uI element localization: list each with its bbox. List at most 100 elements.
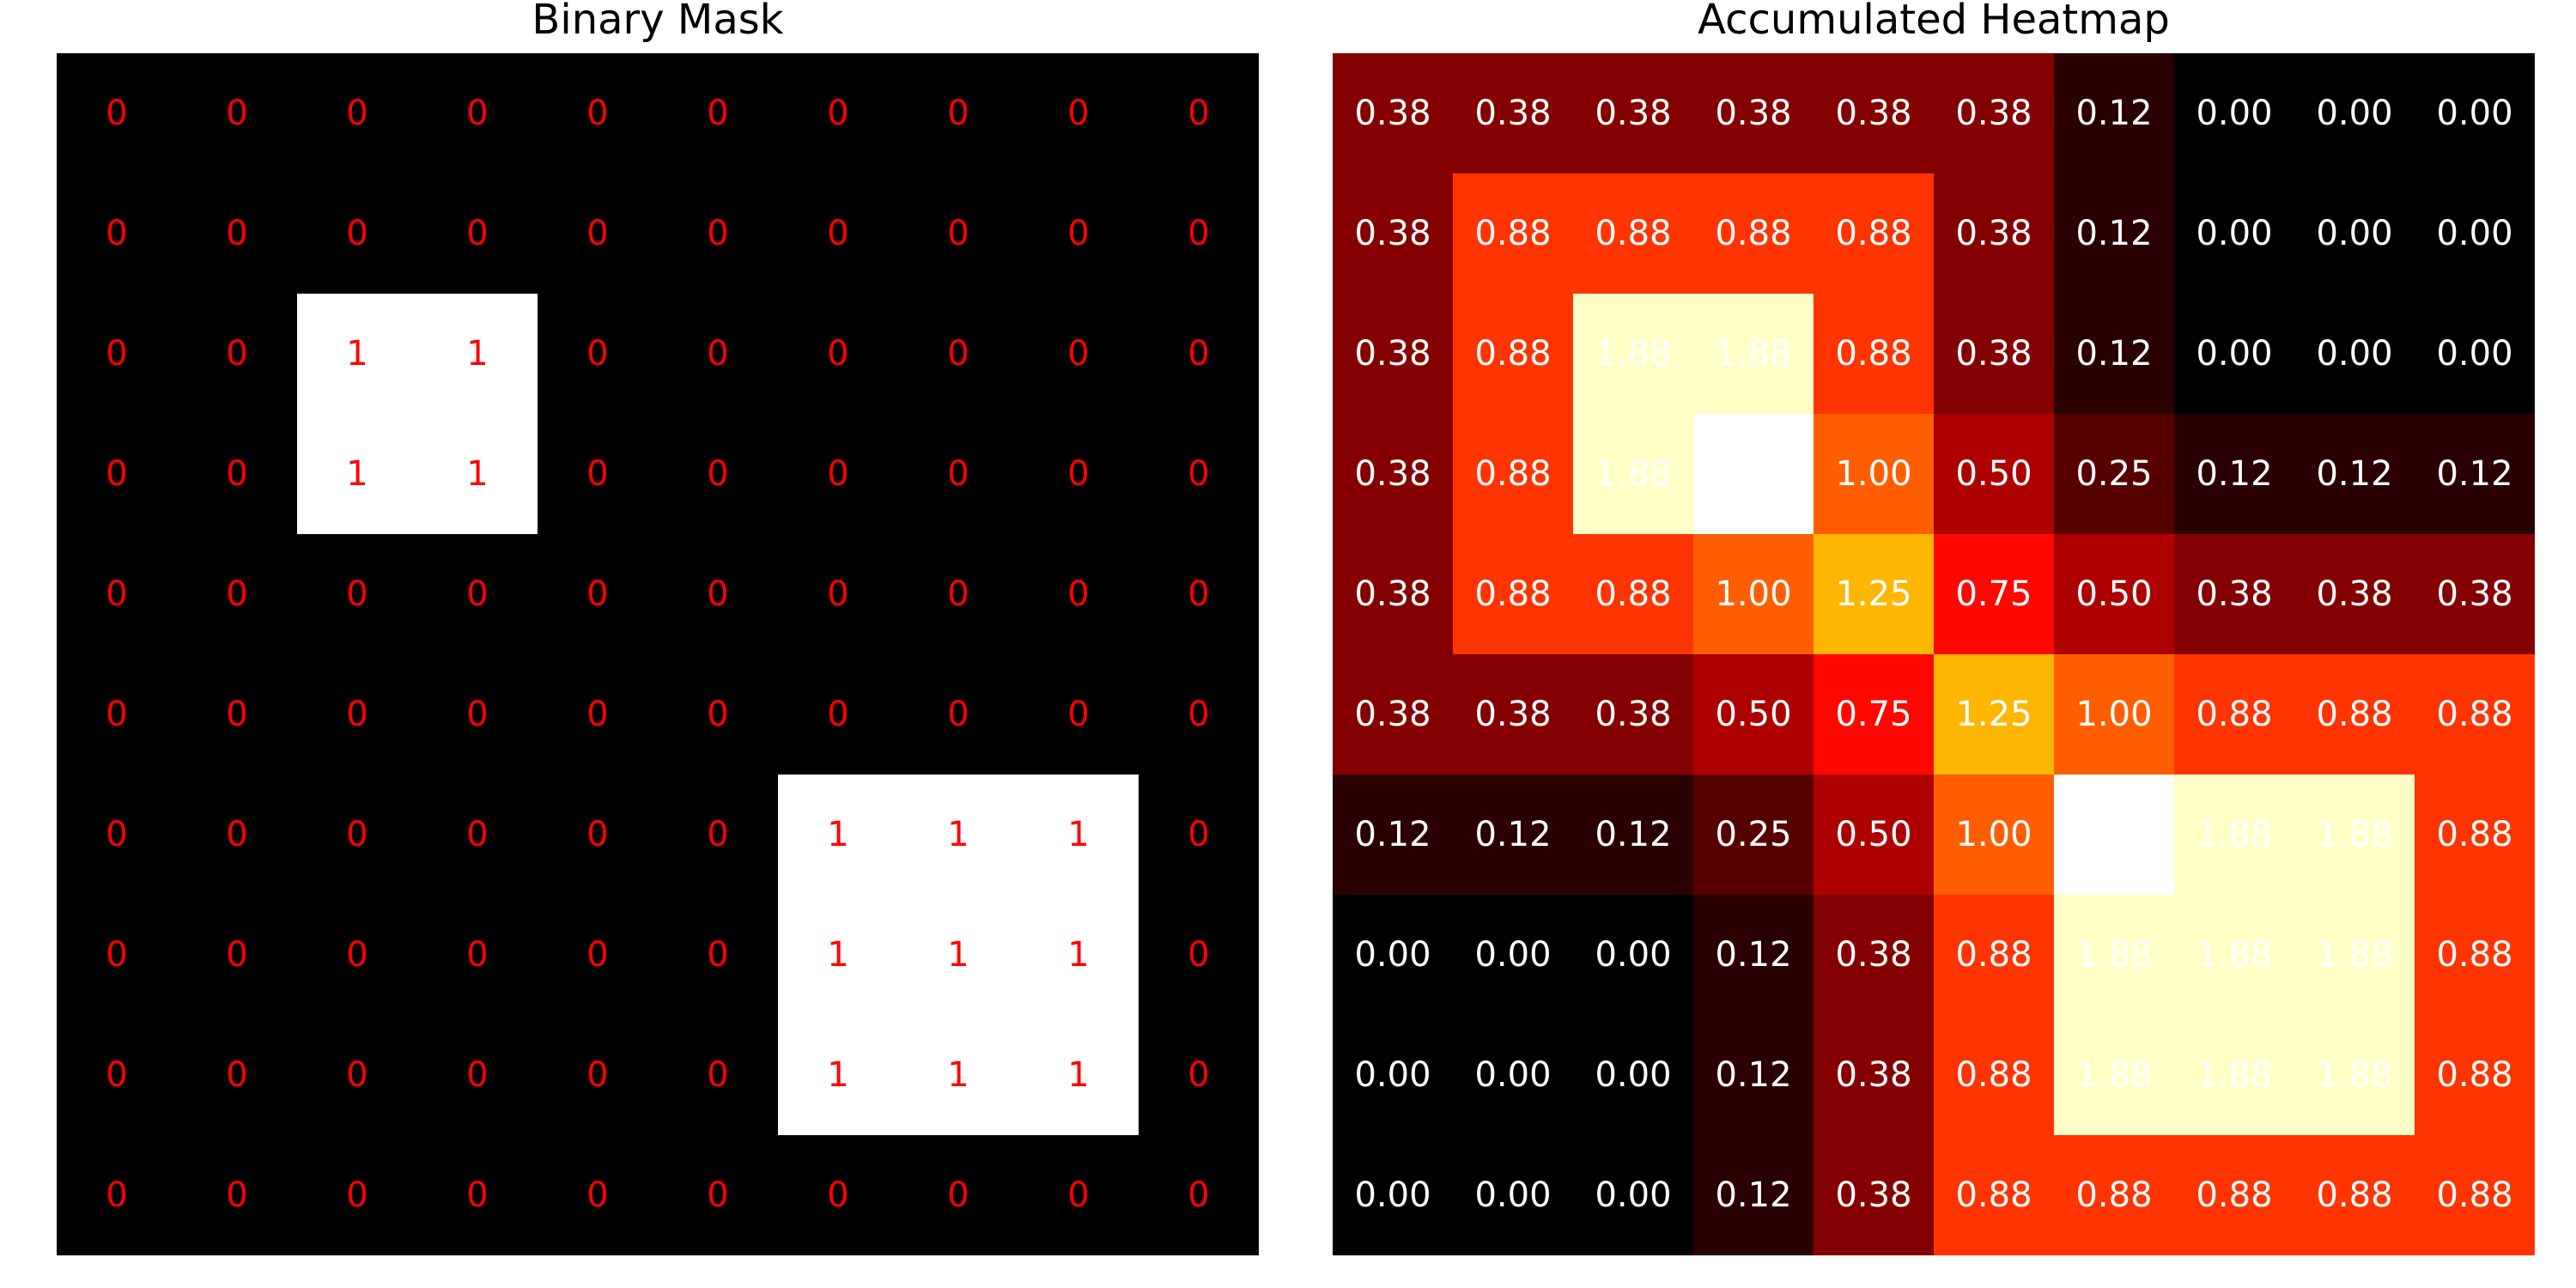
heatmap-cell: 0: [1018, 534, 1139, 654]
heatmap-cell: 0: [297, 53, 417, 173]
heatmap-cell: 0: [1139, 53, 1259, 173]
heatmap-cell: 0.12: [2054, 294, 2174, 414]
heatmap-cell: 0: [658, 775, 778, 895]
heatmap-cell: 0.50: [1934, 414, 2054, 534]
heatmap-cell: 1.88: [1693, 294, 1814, 414]
heatmap-cell: 0.88: [2415, 1015, 2535, 1135]
heatmap-cell: 0.38: [1453, 654, 1573, 775]
heatmap-cell: 1.88: [2174, 1015, 2294, 1135]
heatmap-cell: 0: [177, 534, 297, 654]
heatmap-cell: 1: [898, 1015, 1018, 1135]
heatmap-cell: 0: [658, 294, 778, 414]
heatmap-cell: 0.38: [1333, 53, 1453, 173]
heatmap-cell: 0.88: [1934, 1135, 2054, 1255]
heatmap-cell: 0: [57, 1135, 177, 1255]
heatmap-cell: 0: [538, 654, 658, 775]
heatmap-cell: 0.75: [1934, 534, 2054, 654]
heatmap-cell: 1.88: [2054, 1015, 2174, 1135]
heatmap-cell: 0: [417, 895, 538, 1015]
heatmap-cell: 0.12: [2294, 414, 2415, 534]
heatmap-cell: 0: [57, 895, 177, 1015]
heatmap-cell: 0: [1139, 895, 1259, 1015]
heatmap-cell: 0.12: [2054, 53, 2174, 173]
heatmap-cell: 0: [1018, 53, 1139, 173]
heatmap-cell: 0: [177, 775, 297, 895]
heatmap-cell: 0: [1018, 1135, 1139, 1255]
heatmap-cell: 0: [1139, 654, 1259, 775]
heatmap-cell: 0: [1018, 294, 1139, 414]
heatmap-cell: 0.00: [2294, 294, 2415, 414]
heatmap-cell: 0.38: [2415, 534, 2535, 654]
heatmap-cell: 0.88: [1573, 534, 1693, 654]
heatmap-cell: 0: [177, 414, 297, 534]
heatmap-cell: 0.38: [1453, 53, 1573, 173]
heatmap-cell: 0: [538, 1015, 658, 1135]
heatmap-cell: 0: [417, 1015, 538, 1135]
heatmap-cell: 0: [297, 1015, 417, 1135]
heatmap-cell: 0.88: [2174, 1135, 2294, 1255]
heatmap-cell: 0.00: [1453, 895, 1573, 1015]
heatmap-cell: 0.00: [1333, 1135, 1453, 1255]
heatmap-cell: 0: [57, 414, 177, 534]
heatmap-cell: 0.88: [1453, 414, 1573, 534]
heatmap-cell: 0: [538, 775, 658, 895]
heatmap-cell: 0: [898, 414, 1018, 534]
heatmap-cell: 0.38: [1333, 173, 1453, 294]
heatmap-cell: 0.25: [2054, 414, 2174, 534]
heatmap-cell: 0: [778, 1135, 898, 1255]
heatmap-cell: 0: [778, 173, 898, 294]
heatmap-cell: 0: [1139, 414, 1259, 534]
heatmap-cell: 1.88: [2294, 895, 2415, 1015]
heatmap-cell: 0: [538, 173, 658, 294]
heatmap-cell: 0.00: [1333, 895, 1453, 1015]
heatmap-cell: 0: [898, 173, 1018, 294]
heatmap-cell: 0: [658, 1135, 778, 1255]
heatmap-cell: 0: [177, 1135, 297, 1255]
heatmap-cell: 0.88: [1814, 294, 1934, 414]
heatmap-cell: 0: [417, 53, 538, 173]
heatmap-cell: 0.88: [2415, 654, 2535, 775]
heatmap-cell: 0: [658, 414, 778, 534]
heatmap-cell: 0: [778, 654, 898, 775]
heatmap-cell: 0.38: [1333, 294, 1453, 414]
heatmap-cell: 0.88: [2174, 654, 2294, 775]
heatmap-cell: 1.88: [2174, 895, 2294, 1015]
heatmap-cell: 0: [177, 654, 297, 775]
heatmap-cell: 0: [417, 173, 538, 294]
heatmap-cell: 0.00: [2294, 53, 2415, 173]
heatmap-cell: 0.00: [1573, 895, 1693, 1015]
heatmap-cell: 0.12: [1453, 775, 1573, 895]
heatmap-cell: 0.12: [2415, 414, 2535, 534]
heatmap-cell: 0.88: [2415, 895, 2535, 1015]
heatmap-cell: 0.00: [1453, 1015, 1573, 1135]
heatmap-cell: 0.88: [2294, 654, 2415, 775]
heatmap-cell: 0.38: [1934, 53, 2054, 173]
heatmap-cell: 0.00: [2415, 173, 2535, 294]
heatmap-cell: 0.12: [2174, 414, 2294, 534]
heatmap-cell: 0.88: [1573, 173, 1693, 294]
heatmap-cell: 0: [898, 534, 1018, 654]
heatmap-cell: 0.88: [1453, 294, 1573, 414]
heatmap-cell: 0.38: [1573, 53, 1693, 173]
heatmap-cell: 0.88: [1934, 1015, 2054, 1135]
heatmap-cell: 0: [57, 53, 177, 173]
heatmap-cell: 0: [658, 1015, 778, 1135]
heatmap-cell: 0: [1139, 173, 1259, 294]
heatmap-cell: 1: [898, 775, 1018, 895]
heatmap-cell: 0.38: [1934, 173, 2054, 294]
heatmap-cell: 0.88: [1814, 173, 1934, 294]
heatmap-cell: 1.88: [2054, 895, 2174, 1015]
heatmap-cell: 0.00: [2415, 53, 2535, 173]
heatmap-cell: 0.88: [2415, 775, 2535, 895]
heatmap-cell: 0.00: [2174, 294, 2294, 414]
heatmap-cell: 1: [898, 895, 1018, 1015]
heatmap-cell: 0: [658, 53, 778, 173]
heatmap-cell: 0: [538, 53, 658, 173]
heatmap-cell: 0: [57, 534, 177, 654]
heatmap-cell: 0: [898, 654, 1018, 775]
heatmap-cell: 0.38: [1573, 654, 1693, 775]
heatmap-cell: 0.00: [1573, 1135, 1693, 1255]
heatmap-cell: 0: [1018, 173, 1139, 294]
heatmap-cell: 0.88: [2294, 1135, 2415, 1255]
